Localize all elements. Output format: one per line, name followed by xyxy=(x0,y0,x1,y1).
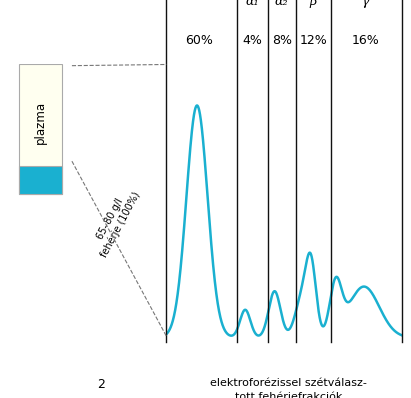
Bar xyxy=(19,64,62,194)
Text: 60%: 60% xyxy=(185,34,213,47)
Text: β: β xyxy=(310,0,317,8)
Text: 12%: 12% xyxy=(300,34,327,47)
Text: 4%: 4% xyxy=(242,34,262,47)
Text: plazma: plazma xyxy=(34,101,47,144)
Text: 2: 2 xyxy=(97,378,104,392)
Text: 8%: 8% xyxy=(272,34,292,47)
Bar xyxy=(19,166,62,194)
Text: α₂: α₂ xyxy=(275,0,289,8)
Text: 65–80 g/l
fehérje (100%): 65–80 g/l fehérje (100%) xyxy=(88,185,142,259)
Text: 16%: 16% xyxy=(351,34,379,47)
Text: elektroforézissel szétválasz-
tott fehérjefrakciók: elektroforézissel szétválasz- tott fehér… xyxy=(210,378,367,398)
Text: γ: γ xyxy=(361,0,369,8)
Text: α₁: α₁ xyxy=(245,0,259,8)
